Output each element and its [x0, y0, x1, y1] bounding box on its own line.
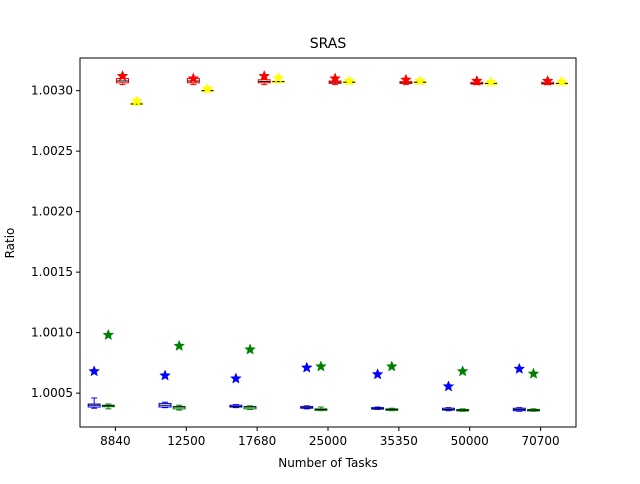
y-tick-label: 1.0005: [31, 386, 73, 400]
box-plot-group: [541, 74, 555, 86]
outlier-star: [470, 74, 483, 86]
x-tick-label: 70700: [521, 434, 559, 448]
outlier-star: [230, 372, 242, 384]
plot-area: [80, 58, 576, 427]
box-plot-group: [484, 76, 498, 88]
box-plot-group: [328, 72, 342, 86]
outlier-star: [329, 72, 341, 84]
outlier-star: [173, 339, 186, 351]
box-plot-group: [201, 82, 215, 94]
box-plot-group: [243, 343, 257, 410]
box-plot-group: [413, 74, 427, 86]
x-axis-label: Number of Tasks: [278, 456, 378, 470]
box-plot-group: [271, 71, 285, 84]
box-plot-group: [101, 328, 115, 410]
outlier-star: [258, 69, 271, 82]
box-plot-group: [257, 69, 271, 86]
x-tick-label: 17680: [238, 434, 276, 448]
outlier-star: [187, 72, 200, 84]
outlier-star: [272, 71, 285, 83]
box-plot-group: [186, 72, 200, 86]
outlier-star: [244, 343, 256, 355]
box-plot-group: [470, 74, 484, 86]
box-plot-group: [300, 361, 314, 410]
outlier-star: [485, 76, 497, 88]
box-plot-group: [555, 75, 569, 87]
chart-title: SRAS: [310, 36, 347, 52]
y-tick-label: 1.0025: [31, 144, 73, 158]
box-plot-group: [399, 73, 413, 86]
outlier-star: [541, 74, 554, 86]
series-group: [87, 361, 526, 412]
outlier-star: [201, 82, 214, 94]
y-axis-label: Ratio: [3, 228, 17, 259]
box-plot-group: [385, 360, 399, 412]
series-group: [101, 328, 540, 412]
outlier-star: [513, 362, 526, 374]
y-tick-label: 1.0020: [31, 205, 73, 219]
y-tick-label: 1.0015: [31, 265, 73, 279]
box-plot-group: [130, 94, 144, 106]
outlier-star: [385, 360, 398, 372]
x-tick-label: 35350: [380, 434, 418, 448]
y-tick-label: 1.0030: [31, 84, 73, 98]
x-tick-label: 8840: [100, 434, 131, 448]
series-group: [130, 71, 569, 106]
outlier-star: [442, 380, 455, 392]
outlier-star: [300, 361, 313, 373]
series-group: [116, 69, 555, 86]
box-plot-group: [116, 69, 130, 86]
box-plot-group: [87, 365, 101, 409]
outlier-star: [315, 360, 327, 372]
outlier-star: [102, 328, 115, 341]
outlier-star: [116, 69, 129, 82]
x-tick-label: 12500: [167, 434, 205, 448]
outlier-star: [371, 368, 384, 380]
y-tick-label: 1.0010: [31, 326, 73, 340]
x-tick-label: 50000: [451, 434, 489, 448]
box-plot-group: [342, 74, 356, 86]
box-plot-group: [526, 367, 540, 412]
outlier-star: [130, 94, 143, 106]
outlier-star: [400, 73, 412, 85]
outlier-star: [555, 75, 568, 87]
x-axis-ticks: 8840 12500 17680 25000 35350 50000 70700: [100, 427, 560, 448]
outlier-star: [88, 365, 101, 377]
box-plot-group: [371, 368, 385, 410]
outlier-star: [343, 74, 356, 86]
box-plot-group: [172, 339, 186, 411]
y-axis-ticks: 1.0005 1.0010 1.0015 1.0020 1.0025 1.0030: [31, 84, 80, 400]
box-plot-group: [314, 360, 328, 412]
x-tick-label: 25000: [309, 434, 347, 448]
outlier-star: [414, 74, 426, 86]
box-iqr: [172, 405, 186, 410]
outlier-star: [456, 365, 469, 377]
outlier-star: [159, 369, 171, 381]
box-plot-group: [158, 369, 172, 409]
box-plot-group: [512, 362, 526, 412]
box-plot-group: [441, 380, 455, 412]
outlier-star: [527, 367, 540, 379]
plot-marks: [87, 69, 569, 412]
box-plot-group: [229, 372, 243, 409]
box-plot-group: [456, 365, 470, 412]
box-iqr: [243, 405, 257, 410]
